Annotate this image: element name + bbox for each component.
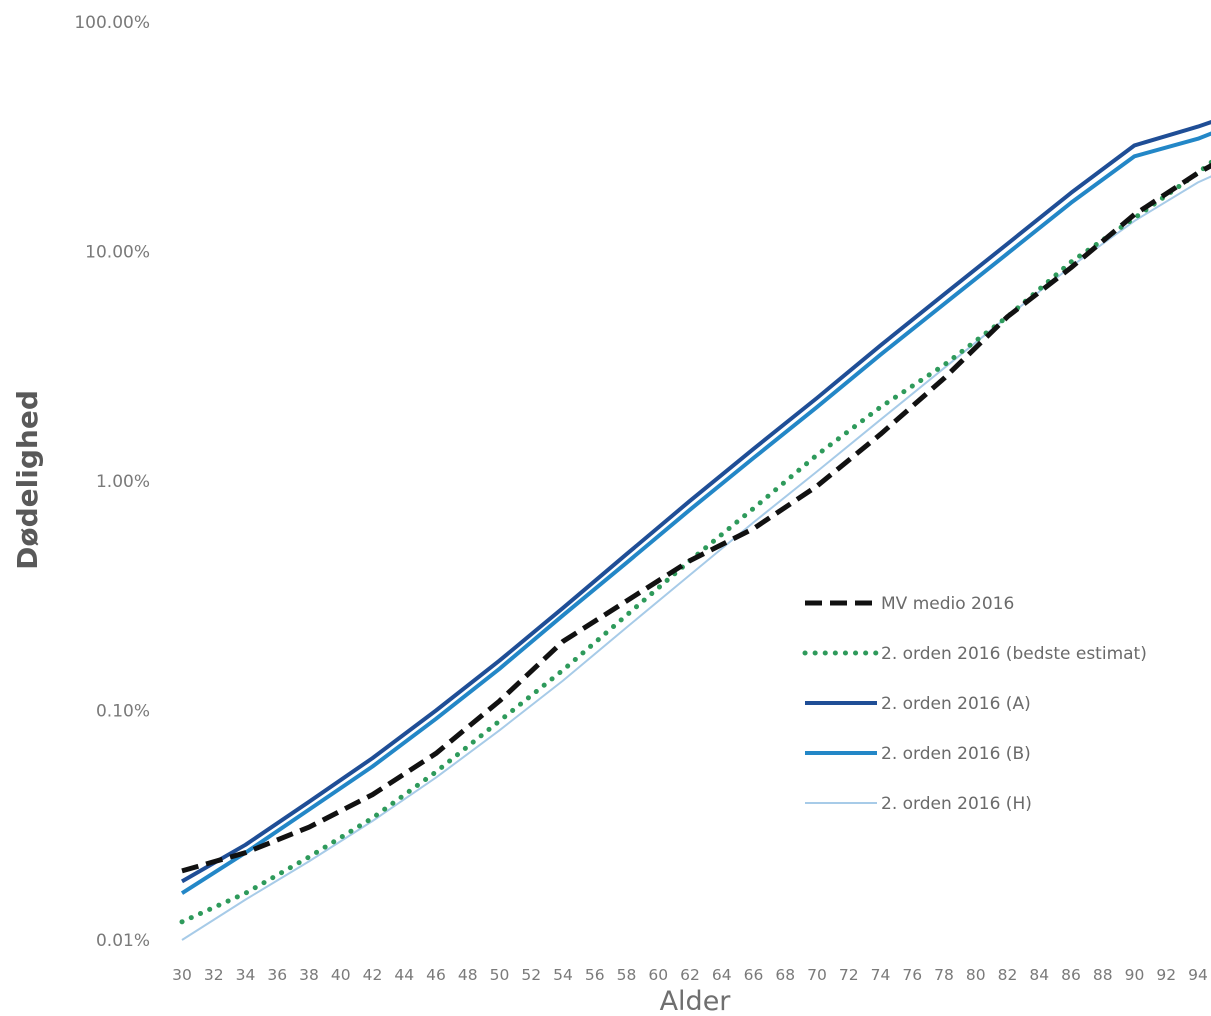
x-tick-label: 84 [1029,966,1049,984]
y-axis-ticks: 0.01% 0.10% 1.00% 10.00% 100.00% [74,13,150,951]
x-tick-label: 46 [426,966,446,984]
x-axis-title: Alder [660,986,732,1016]
x-tick-label: 30 [172,966,192,984]
y-tick-label: 0.10% [96,702,150,722]
x-tick-label: 70 [807,966,827,984]
x-tick-label: 36 [267,966,287,984]
x-tick-label: 74 [871,966,891,984]
legend-label-3: 2. orden 2016 (B) [881,744,1031,764]
series-line-4 [181,175,1211,941]
x-tick-label: 68 [775,966,795,984]
x-tick-label: 32 [204,966,224,984]
x-axis-ticks: 30 32 34 36 38 40 42 44 46 48 50 52 54 56 58 60 62 64 66 68… [172,966,1208,984]
x-tick-label: 80 [966,966,986,984]
x-tick-label: 50 [490,966,510,984]
x-tick-label: 94 [1188,966,1208,984]
x-tick-label: 34 [236,966,256,984]
series-line-0 [181,162,1211,874]
x-tick-label: 40 [331,966,351,984]
x-tick-label: 58 [617,966,637,984]
x-tick-label: 90 [1125,966,1145,984]
x-tick-label: 86 [1061,966,1081,984]
x-tick-label: 78 [934,966,954,984]
x-tick-label: 72 [839,966,859,984]
x-tick-label: 56 [585,966,605,984]
legend-label-0: MV medio 2016 [881,594,1014,614]
x-tick-label: 52 [521,966,541,984]
x-tick-label: 66 [744,966,764,984]
x-tick-label: 42 [363,966,383,984]
y-axis-title: Dødelighed [11,390,44,570]
x-tick-label: 92 [1156,966,1176,984]
x-tick-label: 54 [553,966,573,984]
series-line-3 [180,131,1211,895]
legend-label-2: 2. orden 2016 (A) [881,694,1031,714]
y-tick-label: 10.00% [85,243,150,263]
x-tick-label: 44 [394,966,414,984]
series-line-1 [179,159,1211,925]
x-tick-label: 48 [458,966,478,984]
x-tick-label: 88 [1093,966,1113,984]
x-tick-label: 60 [648,966,668,984]
plot-area [179,119,1211,941]
y-tick-label: 100.00% [74,13,150,33]
x-tick-label: 38 [299,966,319,984]
legend-label-4: 2. orden 2016 (H) [881,794,1032,814]
y-tick-label: 0.01% [96,931,150,951]
legend-label-1: 2. orden 2016 (bedste estimat) [881,644,1147,664]
x-tick-label: 62 [680,966,700,984]
legend: MV medio 2016 2. orden 2016 (bedste estim… [802,594,1147,814]
x-tick-label: 82 [998,966,1018,984]
x-tick-label: 64 [712,966,732,984]
x-tick-label: 76 [902,966,922,984]
series-line-2 [181,119,1211,884]
y-tick-label: 1.00% [96,472,150,492]
